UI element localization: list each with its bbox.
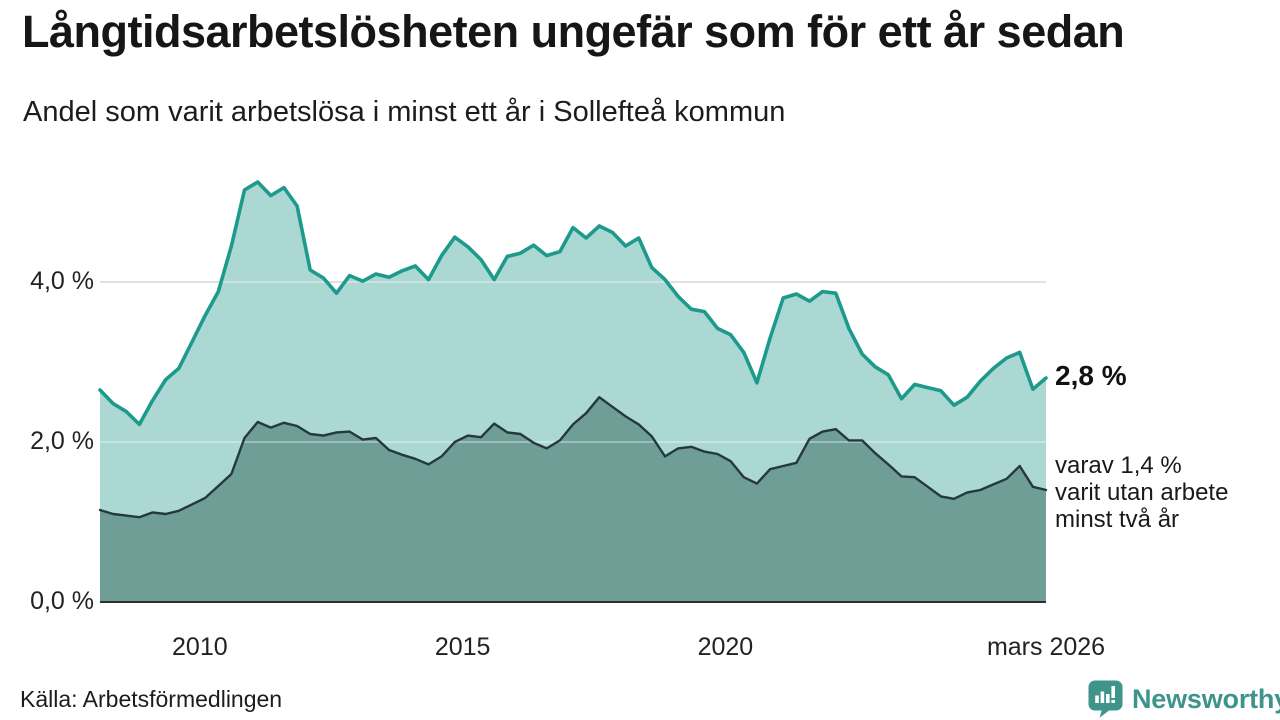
newsworthy-wordmark: Newsworthy [1132, 683, 1280, 714]
logo-bars [1095, 686, 1115, 703]
page-subtitle: Andel som varit arbetslösa i minst ett å… [23, 96, 786, 128]
y-tick-label: 4,0 % [30, 267, 94, 295]
page-title: Långtidsarbetslösheten ungefär som för e… [22, 6, 1125, 57]
newsworthy-bubble-chart-icon [1088, 680, 1123, 718]
line-minst-tva-ar [98, 396, 1048, 519]
source-note: Källa: Arbetsförmedlingen [20, 686, 283, 712]
two-year-value-label: varav 1,4 % varit utan arbete minst två … [1055, 452, 1229, 533]
x-tick-label: 2010 [172, 633, 228, 661]
y-tick-label: 2,0 % [30, 427, 94, 455]
newsworthy-logo: Newsworthy [1088, 680, 1280, 718]
latest-total-value-label: 2,8 % [1055, 360, 1127, 391]
x-tick-label: 2015 [434, 633, 491, 661]
area-minst-tva-ar [100, 397, 1046, 602]
y-tick-label: 0,0 % [30, 587, 94, 615]
line-minst-ett-ar [98, 180, 1048, 427]
x-tick-label: 2020 [697, 633, 754, 661]
x-tick-label: mars 2026 [986, 633, 1106, 661]
